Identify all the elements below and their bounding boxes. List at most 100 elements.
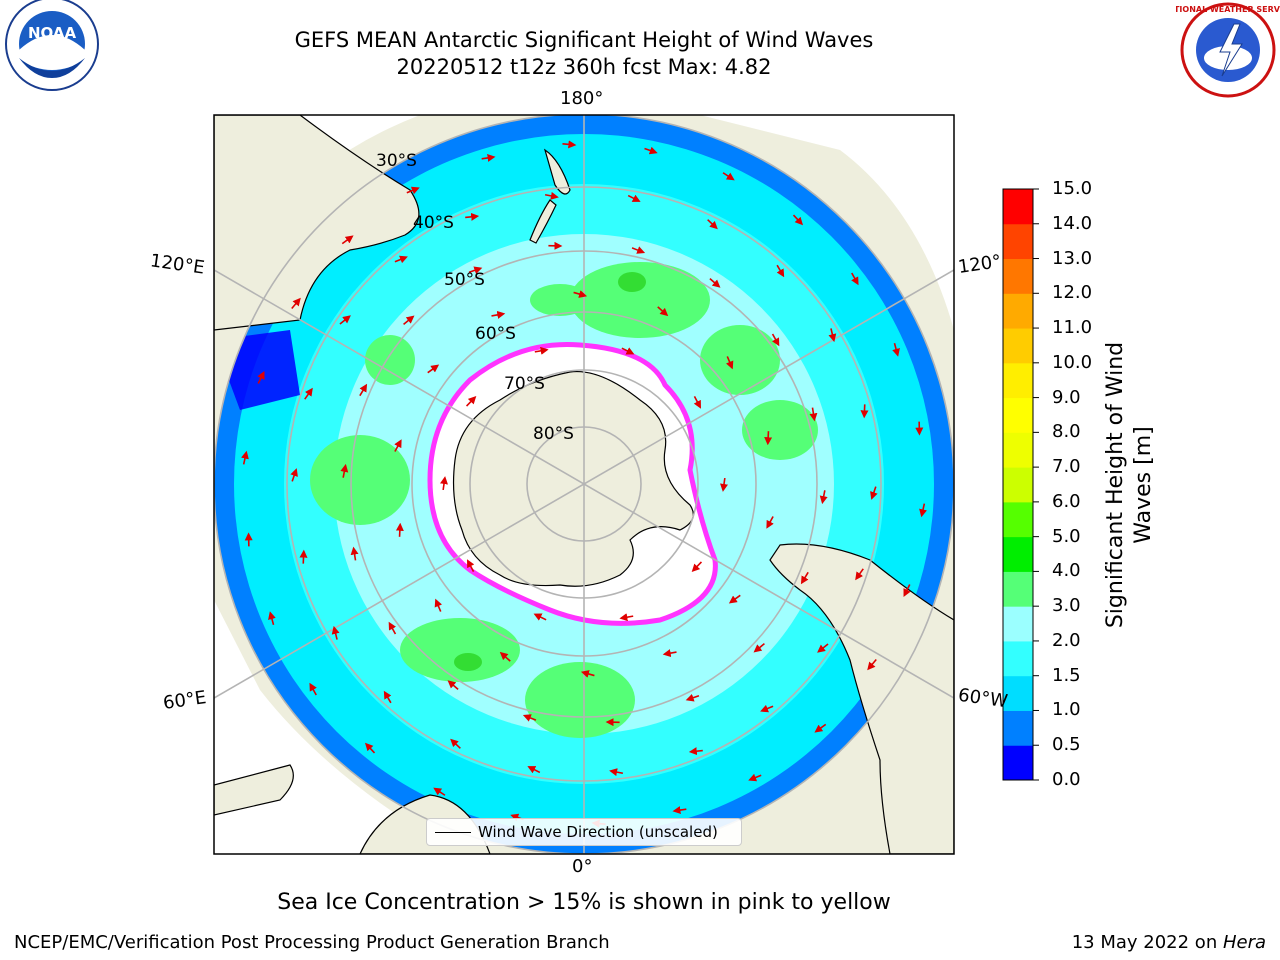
wave-direction-arrow [760, 704, 774, 713]
wave-direction-arrow [395, 522, 404, 537]
colorbar-segment [1003, 675, 1033, 711]
colorbar-tick-label: 12.0 [1052, 282, 1093, 304]
lat-label-50s: 50°S [444, 270, 485, 290]
wave-direction-arrow [580, 670, 595, 678]
wave-direction-arrow [481, 153, 496, 162]
wave-direction-arrow [522, 714, 537, 722]
wave-direction-arrow [685, 693, 700, 702]
wave-direction-arrow [241, 450, 249, 465]
wave-direction-arrow [433, 787, 446, 796]
svg-text:NATIONAL WEATHER SERVICE: NATIONAL WEATHER SERVICE [1176, 5, 1280, 14]
wave-direction-arrow [304, 387, 313, 400]
wave-direction-arrow [309, 682, 317, 696]
colorbar-tick-label: 4.0 [1052, 560, 1081, 582]
colorbar-segment [1003, 397, 1033, 433]
wave-direction-arrow [388, 621, 397, 635]
sea-ice-note: Sea Ice Concentration > 15% is shown in … [277, 890, 891, 915]
lat-label-80s: 80°S [533, 424, 574, 444]
wave-direction-arrow [870, 486, 878, 500]
wave-direction-arrow [491, 310, 506, 319]
patch-3to4-d [310, 435, 410, 525]
wave-direction-arrow [394, 255, 408, 264]
colorbar-tick-label: 9.0 [1052, 386, 1081, 408]
lat-label-40s: 40°S [413, 213, 454, 233]
wave-direction-arrow [809, 407, 818, 422]
wave-direction-arrow [919, 503, 927, 518]
colorbar-segment [1003, 710, 1033, 746]
colorbar [1003, 189, 1033, 781]
wave-direction-arrow [860, 404, 869, 419]
wave-direction-arrow [447, 680, 459, 691]
colorbar-segment [1003, 745, 1033, 781]
wave-direction-arrow [722, 172, 735, 181]
wave-direction-arrow [299, 549, 308, 564]
patch-4to5-b [454, 653, 482, 671]
colorbar-tick-label: 1.0 [1052, 699, 1081, 721]
colorbar-segment [1003, 362, 1033, 399]
colorbar-tick-label: 7.0 [1052, 456, 1081, 478]
svg-text:NOAA: NOAA [28, 24, 77, 42]
wave-direction-arrow [562, 140, 577, 149]
wave-direction-arrow [544, 191, 559, 200]
colorbar-tick-label: 8.0 [1052, 421, 1081, 443]
wave-direction-arrow [748, 773, 762, 782]
wave-direction-arrow [573, 290, 588, 298]
wave-direction-arrow [340, 463, 349, 478]
colorbar-tick-label: 0.5 [1052, 734, 1081, 756]
colorbar-segment [1003, 467, 1033, 503]
wave-direction-arrow [427, 364, 440, 374]
wave-direction-arrow [855, 568, 864, 581]
colorbar-label: Significant Height of Wind Waves [m] [1103, 341, 1156, 629]
colorbar-tick-label: 1.5 [1052, 664, 1081, 686]
footer-host: Hera [1222, 932, 1266, 953]
colorbar-tick-label: 10.0 [1052, 351, 1093, 373]
colorbar-tick-label: 15.0 [1052, 178, 1093, 199]
wave-direction-arrow [468, 266, 483, 275]
colorbar-segment [1003, 501, 1033, 538]
wave-direction-arrow [851, 272, 859, 286]
wave-direction-arrow [819, 490, 828, 505]
wave-direction-arrow [465, 212, 480, 221]
national-weather-service-logo: NATIONAL WEATHER SERVICE [1176, 2, 1280, 98]
colorbar-frame [1002, 188, 1034, 781]
colorbar-tick-label: 0.0 [1052, 769, 1081, 790]
wave-direction-arrow [440, 476, 448, 491]
map-legend: Wind Wave Direction (unscaled) [426, 818, 742, 846]
wave-direction-arrow [903, 584, 911, 598]
lon-label-bottom: 0° [572, 856, 593, 877]
wave-direction-arrow [771, 333, 780, 347]
wave-direction-arrow [688, 747, 703, 756]
wave-direction-arrow [619, 613, 634, 622]
patch-3to4-e [400, 618, 520, 682]
footer-date-text: 13 May 2022 on [1071, 932, 1223, 953]
wave-direction-arrow [533, 613, 547, 621]
wave-direction-arrow [621, 347, 635, 355]
noaa-logo: NOAA [5, 0, 99, 91]
wave-direction-arrow [691, 561, 703, 573]
wave-direction-arrow [268, 611, 276, 625]
wave-direction-arrow [644, 146, 658, 155]
lat-label-30s: 30°S [376, 151, 417, 171]
wave-direction-arrow [662, 649, 677, 658]
footer-credit: NCEP/EMC/Verification Post Processing Pr… [14, 932, 610, 953]
lat-label-60s: 60°S [475, 324, 516, 344]
colorbar-tick-label: 13.0 [1052, 247, 1093, 269]
antarctica [452, 370, 694, 587]
wave-direction-arrow [657, 306, 669, 317]
wave-direction-arrow [467, 559, 475, 572]
colorbar-segment [1003, 432, 1033, 468]
wave-direction-arrow [776, 264, 785, 278]
patch-3to4-b [700, 325, 780, 395]
lon-label-top: 180° [560, 88, 604, 109]
new-zealand [529, 148, 571, 244]
colorbar-tick-label: 2.0 [1052, 629, 1081, 651]
legend-line-sample [435, 832, 471, 833]
wave-direction-arrow [817, 643, 829, 653]
wave-direction-arrow [672, 806, 687, 815]
wave-direction-arrow [290, 468, 298, 482]
patch-3to4-c [742, 400, 818, 460]
colorbar-tick-label: 11.0 [1052, 317, 1093, 339]
patch-3to4-g [365, 335, 415, 385]
patch-3to4-h [530, 284, 590, 316]
